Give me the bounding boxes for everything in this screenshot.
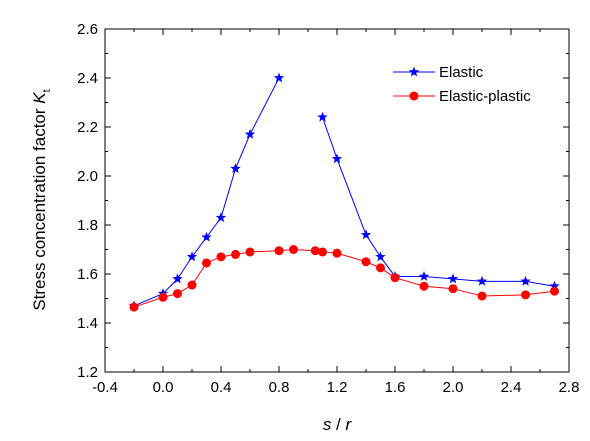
data-point-elastic bbox=[331, 153, 343, 164]
data-point-elastic-plastic bbox=[158, 292, 168, 302]
data-point-elastic-plastic bbox=[187, 280, 197, 290]
data-point-elastic-plastic bbox=[202, 258, 211, 268]
y-tick-label: 2.6 bbox=[77, 21, 98, 38]
data-point-elastic-plastic bbox=[173, 289, 182, 299]
data-point-elastic bbox=[201, 231, 212, 242]
plot-frame bbox=[104, 28, 570, 373]
data-point-elastic bbox=[520, 275, 531, 286]
x-tick-label: 0.8 bbox=[269, 379, 290, 396]
y-tick-label: 2.2 bbox=[77, 119, 98, 136]
x-axis-title: s / r bbox=[323, 415, 353, 434]
x-tick-label: 1.6 bbox=[385, 379, 406, 396]
x-tick-label: 0.4 bbox=[211, 379, 232, 396]
data-point-elastic bbox=[549, 280, 560, 291]
data-point-elastic bbox=[273, 72, 285, 83]
data-point-elastic bbox=[447, 273, 459, 284]
data-point-elastic-plastic bbox=[419, 281, 429, 291]
data-point-elastic bbox=[215, 212, 227, 223]
data-point-elastic-plastic bbox=[361, 257, 371, 267]
data-point-elastic-plastic bbox=[332, 248, 342, 258]
data-point-elastic-plastic bbox=[390, 273, 400, 283]
y-tick-label: 2.0 bbox=[77, 168, 98, 185]
data-point-elastic-plastic bbox=[477, 291, 487, 301]
y-tick-label: 1.6 bbox=[77, 266, 98, 283]
data-point-elastic bbox=[476, 275, 488, 286]
data-point-elastic-plastic bbox=[245, 247, 255, 257]
data-point-elastic-plastic bbox=[274, 246, 284, 256]
data-point-elastic bbox=[375, 251, 386, 262]
x-tick-label: 1.2 bbox=[327, 379, 348, 396]
x-tick-label: 2.0 bbox=[443, 379, 464, 396]
data-point-elastic bbox=[186, 251, 198, 262]
data-point-elastic-plastic bbox=[521, 290, 530, 300]
y-tick-label: 1.2 bbox=[77, 364, 98, 381]
y-tick-label: 1.8 bbox=[77, 217, 98, 234]
x-tick-label: 0.0 bbox=[153, 379, 174, 396]
data-point-elastic bbox=[360, 229, 372, 240]
data-point-elastic bbox=[244, 128, 256, 139]
axis-ticks: -0.4 0.0 0.4 0.8 1.2 1.6 2.0 2.4 2.8 1.2 1.4 1.6 1.8… bbox=[77, 21, 579, 396]
y-tick-label: 1.4 bbox=[77, 315, 98, 332]
legend-marker-elastic-plastic bbox=[409, 91, 419, 101]
x-tick-label: -0.4 bbox=[92, 379, 118, 396]
x-tick-label: 2.8 bbox=[559, 379, 580, 396]
y-tick-label: 2.4 bbox=[77, 70, 98, 87]
data-point-elastic-plastic bbox=[448, 284, 458, 294]
legend-label-elastic-plastic: Elastic-plastic bbox=[439, 88, 531, 105]
data-point-elastic bbox=[317, 111, 328, 122]
legend-marker-elastic bbox=[408, 66, 420, 77]
data-point-elastic-plastic bbox=[216, 252, 226, 262]
series-line-elastic bbox=[133, 77, 280, 307]
data-point-elastic-plastic bbox=[231, 249, 240, 259]
legend-label-elastic: Elastic bbox=[439, 64, 484, 81]
series-layer bbox=[128, 72, 560, 312]
series-line-elastic bbox=[322, 117, 555, 287]
y-axis-title: Stress concentration factor Kt bbox=[30, 89, 53, 310]
data-point-elastic-plastic bbox=[318, 247, 327, 257]
x-tick-label: 2.4 bbox=[501, 379, 522, 396]
data-point-elastic-plastic bbox=[129, 302, 139, 312]
data-point-elastic bbox=[418, 270, 430, 281]
series-line-elastic-plastic bbox=[133, 248, 555, 308]
legend: Elastic Elastic-plastic bbox=[393, 64, 531, 105]
data-point-elastic-plastic bbox=[550, 286, 559, 296]
data-point-elastic-plastic bbox=[310, 246, 320, 256]
data-point-elastic-plastic bbox=[376, 263, 385, 273]
data-point-elastic bbox=[230, 163, 241, 174]
data-point-elastic bbox=[172, 273, 183, 284]
data-point-elastic-plastic bbox=[289, 245, 298, 254]
